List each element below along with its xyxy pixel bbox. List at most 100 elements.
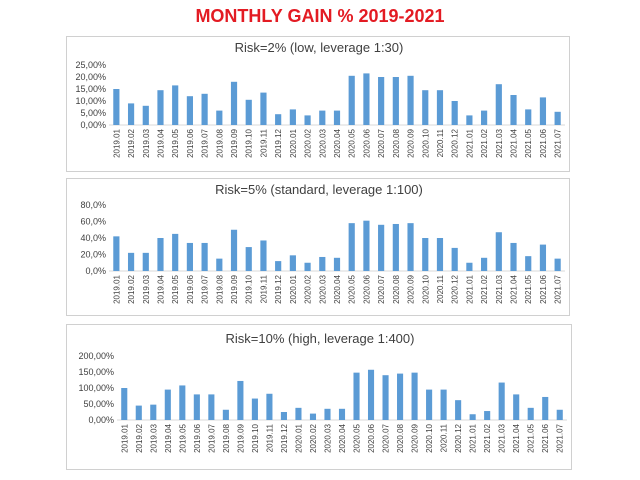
x-tick-label: 2020.07 — [382, 423, 391, 452]
x-tick-label: 2019.07 — [207, 423, 216, 452]
bar — [525, 109, 532, 125]
y-tick-label: 50,00% — [83, 399, 114, 409]
bar — [245, 247, 252, 271]
x-tick-label: 2020.05 — [348, 128, 357, 157]
x-tick-label: 2021.05 — [524, 274, 533, 303]
bar — [436, 90, 444, 125]
x-tick-label: 2020.09 — [407, 128, 416, 157]
bar — [304, 262, 311, 271]
bar — [142, 252, 149, 271]
x-tick-label: 2020.04 — [333, 128, 342, 157]
bar — [275, 261, 282, 271]
x-tick-label: 2019.03 — [142, 128, 151, 157]
bar — [157, 90, 164, 125]
bar — [309, 413, 317, 420]
x-tick-label: 2019.04 — [156, 128, 165, 157]
x-tick-label: 2019.06 — [186, 128, 195, 157]
x-tick-label: 2019.01 — [120, 423, 129, 452]
bar — [186, 96, 193, 125]
bar — [513, 394, 520, 420]
x-tick-label: 2019.12 — [274, 128, 283, 157]
bar — [201, 242, 208, 271]
bar — [455, 400, 462, 420]
bar — [113, 89, 120, 125]
bar — [510, 242, 517, 271]
bar — [367, 369, 375, 420]
bar — [382, 375, 389, 420]
x-tick-label: 2020.06 — [362, 274, 371, 303]
bar — [295, 407, 302, 420]
x-tick-label: 2020.12 — [451, 128, 460, 157]
chart-title: Risk=2% (low, leverage 1:30) — [235, 40, 404, 55]
y-tick-label: 20,0% — [80, 250, 106, 260]
y-tick-label: 5,00% — [80, 108, 106, 118]
x-tick-label: 2020.08 — [396, 423, 405, 452]
chart-svg-high-risk: Risk=10% (high, leverage 1:400) 0,00% 50,0… — [78, 331, 567, 453]
x-tick-label: 2021.06 — [539, 274, 548, 303]
x-tick-label: 2019.07 — [201, 274, 210, 303]
x-tick-label: 2021.03 — [495, 274, 504, 303]
chart-title: Risk=10% (high, leverage 1:400) — [226, 331, 415, 346]
y-tick-label: 100,00% — [78, 383, 114, 393]
x-tick-label: 2019.08 — [215, 274, 224, 303]
x-tick-label: 2019.11 — [259, 128, 268, 157]
y-tick-label: 25,00% — [75, 60, 106, 70]
bar — [150, 404, 157, 420]
x-tick-label: 2019.09 — [236, 423, 245, 452]
bar — [201, 93, 208, 125]
x-tick-label: 2019.05 — [171, 128, 180, 157]
x-tick-label: 2020.02 — [304, 128, 313, 157]
bar — [407, 223, 414, 271]
bar — [127, 252, 135, 271]
x-tick-label: 2019.06 — [186, 274, 195, 303]
x-tick-label: 2019.10 — [245, 274, 254, 303]
x-tick-label: 2019.11 — [265, 423, 274, 452]
y-tick-label: 0,0% — [85, 266, 106, 276]
y-tick-label: 80,0% — [80, 200, 106, 210]
bar — [411, 372, 418, 420]
x-tick-label: 2020.03 — [323, 423, 332, 452]
bar — [289, 109, 296, 125]
bar — [539, 97, 547, 125]
bar — [113, 236, 120, 271]
bar — [172, 85, 179, 125]
x-tick-label: 2020.03 — [318, 274, 327, 303]
page-title: MONTHLY GAIN % 2019-2021 — [195, 6, 445, 26]
x-tick-label: 2020.04 — [333, 274, 342, 303]
bar — [333, 257, 341, 271]
x-tick-label: 2019.09 — [230, 128, 239, 157]
bar — [186, 242, 193, 271]
x-tick-label: 2020.04 — [338, 423, 347, 452]
x-tick-label: 2021.04 — [510, 274, 519, 303]
x-tick-label: 2021.01 — [465, 274, 474, 303]
x-tick-label: 2019.08 — [222, 423, 231, 452]
x-tick-label: 2019.01 — [112, 128, 121, 157]
x-tick-label: 2020.10 — [421, 274, 430, 303]
bar — [539, 244, 547, 271]
chart-svg-standard-risk: Risk=5% (standard, leverage 1:100) 0,0% 20… — [80, 182, 565, 304]
x-tick-label: 2020.01 — [289, 274, 298, 303]
x-tick-label: 2021.07 — [556, 423, 565, 452]
bar — [525, 256, 532, 271]
bar — [179, 385, 186, 420]
x-tick-label: 2019.01 — [112, 274, 121, 303]
bar — [466, 115, 473, 125]
bar — [251, 398, 258, 420]
bar — [407, 75, 414, 125]
bar — [245, 99, 252, 125]
y-tick-label: 150,00% — [78, 367, 114, 377]
x-tick-label: 2019.05 — [171, 274, 180, 303]
x-tick-label: 2019.10 — [245, 128, 254, 157]
bar — [230, 81, 238, 125]
bar — [451, 101, 458, 125]
x-tick-label: 2020.07 — [377, 128, 386, 157]
bar — [324, 408, 331, 420]
x-tick-label: 2020.06 — [367, 423, 376, 452]
bar — [378, 224, 385, 271]
bar — [495, 232, 502, 271]
y-tick-label: 15,00% — [75, 84, 106, 94]
bar — [266, 393, 273, 420]
bar — [363, 220, 370, 271]
bar — [436, 238, 444, 271]
bar — [280, 412, 287, 420]
